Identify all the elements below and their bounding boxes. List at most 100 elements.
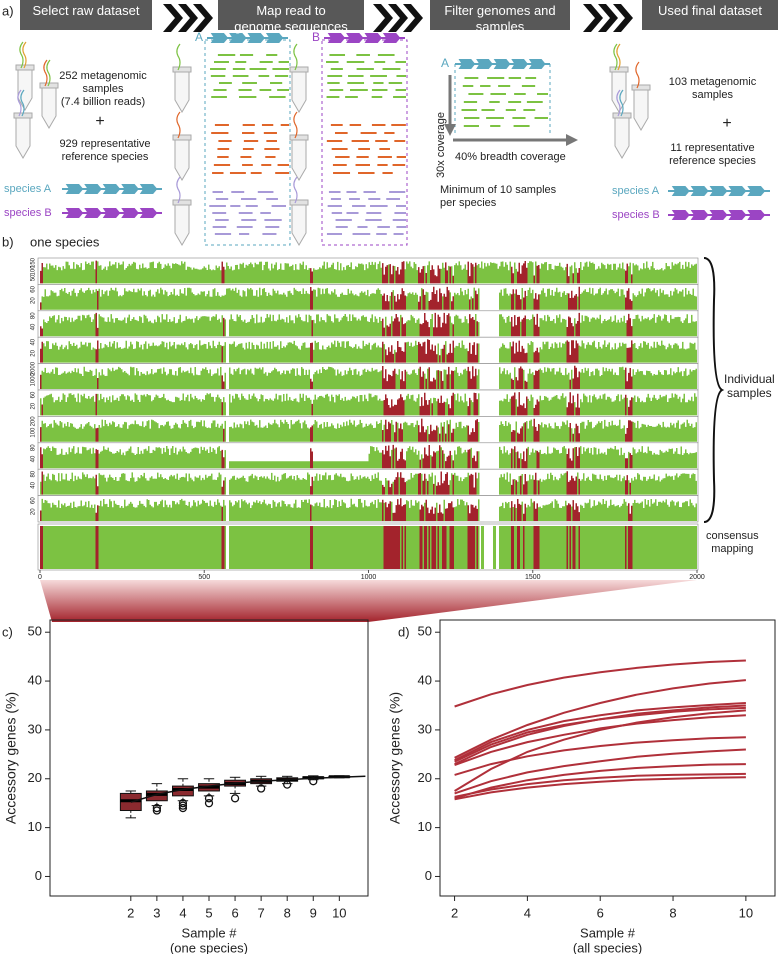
x-axis-label: Sample # (182, 925, 238, 940)
track-tick-label: 60 (31, 497, 37, 504)
tube-content (20, 89, 25, 117)
gene-arrow (65, 208, 84, 218)
chevron (583, 4, 603, 32)
chevron (193, 4, 213, 32)
gene-arrow (671, 210, 690, 220)
outlier (204, 799, 214, 808)
coverage-bars (43, 446, 697, 469)
x-tick-label: 3 (153, 905, 160, 920)
x-tick-label: 2000 (689, 574, 705, 581)
chevron (373, 4, 393, 32)
zoom-funnel (40, 580, 697, 622)
side-label: consensus mapping (706, 530, 759, 556)
coverage-bars-variable (40, 339, 633, 363)
track-tick-label: 60 (31, 285, 37, 292)
tube-content (293, 111, 298, 139)
line (454, 776, 746, 801)
outlier (178, 801, 188, 810)
track-tick-label: 40 (31, 481, 37, 488)
gene-arrow (671, 186, 690, 196)
tube-content (19, 41, 24, 69)
track-tick-label: 100 (31, 427, 37, 438)
y-tick-label: 50 (28, 624, 42, 639)
tube (633, 89, 649, 131)
gene-arrow (84, 184, 102, 194)
arrow-head (444, 124, 456, 136)
tube-cap (289, 199, 309, 206)
x-tick-label: 8 (669, 905, 676, 920)
line (454, 679, 746, 759)
arrow-head (566, 134, 578, 146)
panel-label: c) (2, 624, 13, 639)
coverage-bars (41, 366, 697, 389)
x-tick-label: 1000 (361, 574, 377, 581)
x-tick-label: 8 (284, 905, 291, 920)
coverage-bars-variable (40, 286, 633, 310)
gene-arrow (690, 210, 709, 220)
reference-box (204, 39, 291, 246)
samples-text: 252 metagenomic samples (7.4 billion rea… (59, 70, 147, 109)
gene-arrow (65, 184, 84, 194)
outlier (204, 794, 214, 803)
reference-label: A (195, 30, 203, 44)
outlier (230, 794, 240, 803)
line (454, 763, 746, 800)
y-tick-label: 30 (418, 721, 432, 736)
coverage-bars (40, 393, 697, 416)
track-tick-label: 80 (31, 470, 37, 477)
x-axis-label: (one species) (170, 940, 248, 954)
samples-text: 103 metagenomic samples (668, 76, 757, 102)
plus: + (722, 115, 732, 132)
x-tick-label: 10 (332, 905, 346, 920)
track-tick-label: 40 (31, 455, 37, 462)
x-tick-label: 6 (231, 905, 238, 920)
coverage-bars-variable (40, 312, 633, 337)
gene-arrow (528, 59, 546, 69)
reference-box (321, 39, 408, 246)
tube-cap (172, 134, 192, 141)
species-label: species A (612, 185, 660, 197)
gene-arrow (728, 186, 747, 196)
gene-arrow (747, 210, 766, 220)
gene-arrow (247, 33, 265, 43)
gene-arrow (139, 208, 158, 218)
tube-cap (631, 84, 651, 91)
gene-arrow (493, 59, 511, 69)
x-tick-label: 6 (597, 905, 604, 920)
gene-arrow (476, 59, 493, 69)
gene-arrow (121, 184, 139, 194)
track-tick-label: 20 (31, 297, 37, 304)
line (454, 772, 746, 798)
tube (15, 117, 31, 159)
line (454, 702, 746, 762)
step-header: Map read to genome sequences (218, 0, 364, 34)
tube-cap (289, 66, 309, 73)
gene-arrow (709, 186, 728, 196)
axis-text: 30x coverage (435, 112, 447, 178)
x-tick-label: 2 (127, 905, 134, 920)
chevron (163, 4, 183, 32)
outlier (152, 803, 162, 813)
line (454, 714, 746, 767)
gene-arrow (102, 208, 121, 218)
y-tick-label: 40 (28, 672, 42, 687)
coverage-bars-variable (40, 418, 633, 442)
line (454, 709, 746, 792)
step-header: Filter genomes and samples (430, 0, 570, 34)
track-tick-label: 20 (31, 402, 37, 409)
gene-arrow (84, 208, 102, 218)
gene-arrow (728, 210, 747, 220)
y-axis-label: Accessory genes (%) (3, 692, 19, 824)
step-header: Used final dataset (642, 0, 778, 30)
filter-note: Minimum of 10 samples per species (440, 184, 557, 210)
tube-content (176, 176, 181, 204)
x-tick-label: 10 (739, 905, 753, 920)
reference-label: A (441, 56, 449, 70)
gene-arrow (265, 33, 284, 43)
tube-content (613, 43, 618, 71)
chevron (178, 4, 198, 32)
chevron (403, 4, 423, 32)
consensus-core (43, 526, 697, 569)
x-tick-label: 0 (38, 574, 42, 581)
y-tick-label: 30 (28, 721, 42, 736)
